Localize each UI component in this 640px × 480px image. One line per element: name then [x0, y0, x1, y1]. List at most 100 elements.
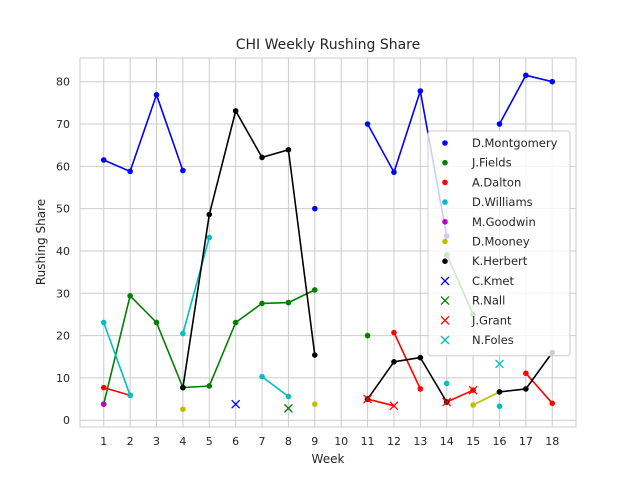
data-point	[206, 234, 213, 241]
data-point	[549, 78, 556, 85]
data-point	[285, 393, 292, 400]
x-tick-label: 15	[466, 435, 480, 448]
y-tick-label: 20	[56, 330, 70, 343]
series-line	[182, 110, 316, 388]
legend-box	[427, 130, 571, 357]
x-tick-label: 10	[334, 435, 348, 448]
series-line	[102, 322, 131, 396]
data-point	[443, 380, 450, 387]
legend-marker	[440, 315, 450, 325]
series-line	[525, 372, 553, 404]
data-point	[153, 319, 160, 326]
series-line	[393, 332, 422, 390]
chart-title: CHI Weekly Rushing Share	[236, 37, 421, 53]
data-point-stroke	[389, 401, 399, 411]
data-point	[283, 403, 293, 413]
data-point	[496, 121, 503, 127]
legend-marker	[440, 335, 450, 345]
x-tick-label: 9	[311, 435, 318, 448]
data-point	[417, 354, 424, 361]
data-point	[468, 385, 478, 395]
series-line	[472, 391, 500, 406]
data-point	[442, 397, 452, 407]
data-point	[127, 168, 133, 175]
series-line	[103, 94, 184, 173]
data-point	[259, 154, 265, 161]
data-point	[127, 293, 133, 299]
series	[495, 359, 504, 369]
data-point	[285, 147, 292, 153]
data-point	[496, 403, 503, 410]
series-line	[261, 375, 289, 398]
data-point-stroke	[283, 403, 293, 413]
legend-marker	[442, 179, 448, 186]
x-tick-label: 13	[413, 435, 427, 448]
data-point	[285, 299, 292, 306]
data-point	[180, 406, 186, 413]
series	[363, 385, 478, 411]
y-tick-label: 0	[63, 414, 70, 427]
data-point	[470, 402, 476, 408]
legend-marker	[442, 219, 448, 225]
data-point	[232, 108, 239, 114]
legend-marker	[442, 159, 448, 166]
y-tick-label: 40	[56, 245, 70, 258]
x-tick-label: 1	[100, 435, 107, 448]
data-point	[259, 300, 265, 307]
series-line	[366, 356, 448, 403]
data-point	[312, 205, 318, 212]
data-point	[312, 401, 318, 407]
y-tick-label: 50	[56, 203, 70, 216]
data-point	[364, 332, 371, 339]
plot-frame	[79, 57, 577, 428]
series-line	[367, 398, 395, 407]
data-point	[259, 373, 265, 380]
data-point	[206, 383, 213, 389]
x-tick-label: 4	[179, 435, 186, 448]
y-tick-label: 70	[56, 118, 70, 131]
series-line	[182, 237, 211, 334]
x-tick-label: 14	[440, 435, 454, 448]
y-tick-label: 60	[56, 160, 70, 173]
x-tick-label: 11	[361, 435, 375, 448]
x-axis-label: Week	[312, 452, 345, 466]
data-point	[496, 389, 503, 395]
legend-label: A.Dalton	[472, 175, 521, 189]
legend-marker	[440, 276, 450, 286]
series-line	[103, 386, 131, 397]
data-point-stroke	[231, 399, 241, 409]
series	[180, 108, 556, 405]
x-tick-label: 16	[492, 435, 506, 448]
data-point-stroke	[468, 385, 478, 395]
data-point	[100, 157, 107, 163]
x-tick-label: 7	[259, 435, 266, 448]
data-point	[100, 401, 107, 407]
data-point	[100, 319, 107, 326]
legend-label: K.Herbert	[472, 254, 528, 268]
x-tick-label: 3	[153, 435, 160, 448]
series-layer	[100, 72, 556, 413]
legend-label: D.Williams	[472, 195, 533, 209]
legend-label: M.Goodwin	[472, 215, 536, 229]
data-point	[153, 92, 160, 98]
y-tick-labels: 0 10 20 30 40 50 60 70 80	[56, 76, 70, 428]
y-axis-label: Rushing Share	[34, 199, 48, 285]
data-point	[523, 386, 529, 392]
data-point	[232, 319, 239, 326]
y-tick-label: 10	[56, 372, 70, 385]
data-point-stroke	[495, 359, 504, 369]
series-line	[446, 389, 474, 403]
legend-label: N.Foles	[472, 333, 514, 347]
legend-label: C.Kmet	[472, 274, 515, 288]
data-point	[391, 329, 397, 336]
x-tick-label: 2	[127, 435, 134, 448]
x-tick-label: 8	[285, 435, 292, 448]
data-point	[100, 384, 107, 391]
data-point	[495, 359, 504, 369]
y-tick-label: 80	[56, 76, 70, 89]
legend-label: J.Fields	[471, 156, 512, 170]
data-point	[391, 359, 397, 365]
data-point	[180, 330, 186, 337]
data-point	[127, 392, 133, 399]
